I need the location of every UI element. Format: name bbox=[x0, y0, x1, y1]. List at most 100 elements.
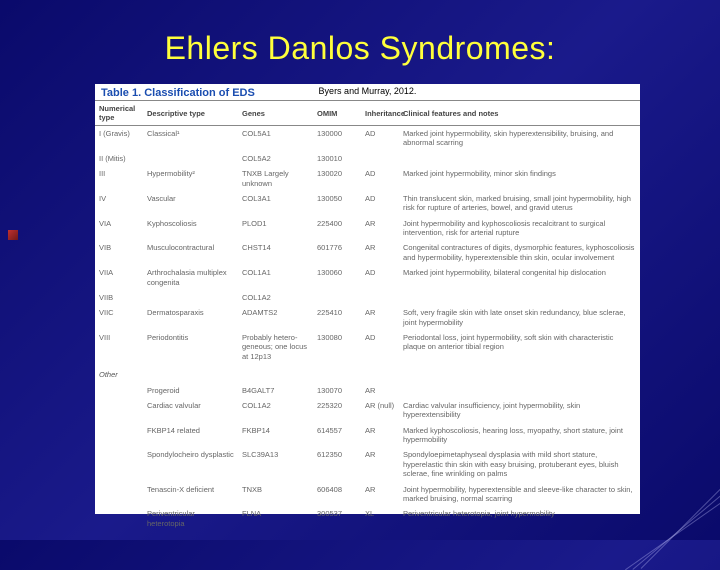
cell-omim: 225400 bbox=[313, 216, 361, 241]
cell-omim: 614557 bbox=[313, 423, 361, 448]
cell-feat: Spondyloepimetaphyseal dysplasia with mi… bbox=[399, 447, 640, 481]
section-label: Other bbox=[95, 364, 640, 382]
cell-feat bbox=[399, 151, 640, 166]
cell-omim: 225410 bbox=[313, 305, 361, 330]
cell-inh: AR bbox=[361, 216, 399, 241]
cell-inh: XL bbox=[361, 506, 399, 531]
cell-desc: Spondylocheiro dysplastic bbox=[143, 447, 238, 481]
cell-desc bbox=[143, 290, 238, 305]
cell-omim bbox=[313, 290, 361, 305]
cell-desc: Musculocontractural bbox=[143, 240, 238, 265]
cell-feat: Marked kyphoscoliosis, hearing loss, myo… bbox=[399, 423, 640, 448]
th-descriptive: Descriptive type bbox=[143, 101, 238, 126]
cell-num: VIB bbox=[95, 240, 143, 265]
th-genes: Genes bbox=[238, 101, 313, 126]
table-header-row: Numerical type Descriptive type Genes OM… bbox=[95, 101, 640, 126]
cell-num: III bbox=[95, 166, 143, 191]
cell-num: VIIC bbox=[95, 305, 143, 330]
cell-gene: COL3A1 bbox=[238, 191, 313, 216]
cell-gene: COL5A2 bbox=[238, 151, 313, 166]
cell-inh: AD bbox=[361, 330, 399, 364]
cell-num bbox=[95, 447, 143, 481]
citation-text: Byers and Murray, 2012. bbox=[319, 86, 417, 96]
cell-omim: 130050 bbox=[313, 191, 361, 216]
cell-omim: 130020 bbox=[313, 166, 361, 191]
bullet-decor bbox=[8, 230, 18, 240]
cell-inh: AD bbox=[361, 191, 399, 216]
table-row: VIIB COL1A2 bbox=[95, 290, 640, 305]
cell-inh: AD bbox=[361, 126, 399, 151]
table-row: FKBP14 relatedFKBP14614557ARMarked kypho… bbox=[95, 423, 640, 448]
cell-inh: AR bbox=[361, 423, 399, 448]
cell-feat bbox=[399, 290, 640, 305]
table-row: Spondylocheiro dysplasticSLC39A13612350A… bbox=[95, 447, 640, 481]
slide-title: Ehlers Danlos Syndromes: bbox=[0, 0, 720, 67]
th-omim: OMIM bbox=[313, 101, 361, 126]
cell-feat: Periventricular heterotopia, joint hyper… bbox=[399, 506, 640, 531]
cell-num: VIIB bbox=[95, 290, 143, 305]
th-numerical: Numerical type bbox=[95, 101, 143, 126]
cell-num bbox=[95, 506, 143, 531]
cell-feat: Soft, very fragile skin with late onset … bbox=[399, 305, 640, 330]
cell-gene: COL1A2 bbox=[238, 290, 313, 305]
classification-table: Numerical type Descriptive type Genes OM… bbox=[95, 100, 640, 531]
cell-desc: Periventricular heterotopia bbox=[143, 506, 238, 531]
table-row: VIICDermatosparaxisADAMTS2225410ARSoft, … bbox=[95, 305, 640, 330]
cell-desc: Periodontitis bbox=[143, 330, 238, 364]
cell-gene: COL5A1 bbox=[238, 126, 313, 151]
cell-num: IV bbox=[95, 191, 143, 216]
cell-omim: 606408 bbox=[313, 482, 361, 507]
table-row: VIIIPeriodontitisProbably hetero-geneous… bbox=[95, 330, 640, 364]
table-row: I (Gravis)Classical¹COL5A1130000ADMarked… bbox=[95, 126, 640, 151]
table-row: IIIHypermobility²TNXB Largely unknown130… bbox=[95, 166, 640, 191]
cell-gene: Probably hetero-geneous; one locus at 12… bbox=[238, 330, 313, 364]
cell-feat: Joint hypermobility and kyphoscoliosis r… bbox=[399, 216, 640, 241]
cell-gene: PLOD1 bbox=[238, 216, 313, 241]
cell-desc: Classical¹ bbox=[143, 126, 238, 151]
cell-omim: 601776 bbox=[313, 240, 361, 265]
cell-omim: 300537 bbox=[313, 506, 361, 531]
table-row: VIIAArthrochalasia multiplex congenitaCO… bbox=[95, 265, 640, 290]
table-row: Periventricular heterotopiaFLNA300537XLP… bbox=[95, 506, 640, 531]
cell-desc: Dermatosparaxis bbox=[143, 305, 238, 330]
cell-gene: SLC39A13 bbox=[238, 447, 313, 481]
cell-gene: ADAMTS2 bbox=[238, 305, 313, 330]
cell-gene: CHST14 bbox=[238, 240, 313, 265]
cell-inh bbox=[361, 151, 399, 166]
cell-omim: 130080 bbox=[313, 330, 361, 364]
table-row: Tenascin-X deficientTNXB606408ARJoint hy… bbox=[95, 482, 640, 507]
cell-omim: 130000 bbox=[313, 126, 361, 151]
cell-desc: Arthrochalasia multiplex congenita bbox=[143, 265, 238, 290]
cell-num bbox=[95, 383, 143, 398]
cell-feat: Thin translucent skin, marked bruising, … bbox=[399, 191, 640, 216]
cell-desc: Kyphoscoliosis bbox=[143, 216, 238, 241]
cell-desc: Cardiac valvular bbox=[143, 398, 238, 423]
cell-inh: AR bbox=[361, 240, 399, 265]
cell-feat: Marked joint hypermobility, skin hyperex… bbox=[399, 126, 640, 151]
cell-gene: TNXB bbox=[238, 482, 313, 507]
cell-gene: COL1A2 bbox=[238, 398, 313, 423]
cell-inh: AR bbox=[361, 305, 399, 330]
cell-feat: Periodontal loss, joint hypermobility, s… bbox=[399, 330, 640, 364]
cell-num: VIIA bbox=[95, 265, 143, 290]
cell-num: VIA bbox=[95, 216, 143, 241]
cell-feat: Cardiac valvular insufficiency, joint hy… bbox=[399, 398, 640, 423]
th-features: Clinical features and notes bbox=[399, 101, 640, 126]
cell-num: I (Gravis) bbox=[95, 126, 143, 151]
cell-omim: 225320 bbox=[313, 398, 361, 423]
table-row: IVVascularCOL3A1130050ADThin translucent… bbox=[95, 191, 640, 216]
cell-desc: Hypermobility² bbox=[143, 166, 238, 191]
cell-num bbox=[95, 398, 143, 423]
table-row: VIBMusculocontracturalCHST14601776ARCong… bbox=[95, 240, 640, 265]
cell-num bbox=[95, 423, 143, 448]
th-inheritance: Inheritance bbox=[361, 101, 399, 126]
cell-desc bbox=[143, 151, 238, 166]
cell-desc: Progeroid bbox=[143, 383, 238, 398]
table-row: Cardiac valvularCOL1A2225320AR (null)Car… bbox=[95, 398, 640, 423]
cell-omim: 130060 bbox=[313, 265, 361, 290]
cell-num bbox=[95, 482, 143, 507]
cell-omim: 130010 bbox=[313, 151, 361, 166]
cell-inh bbox=[361, 290, 399, 305]
cell-desc: Vascular bbox=[143, 191, 238, 216]
cell-inh: AR bbox=[361, 383, 399, 398]
